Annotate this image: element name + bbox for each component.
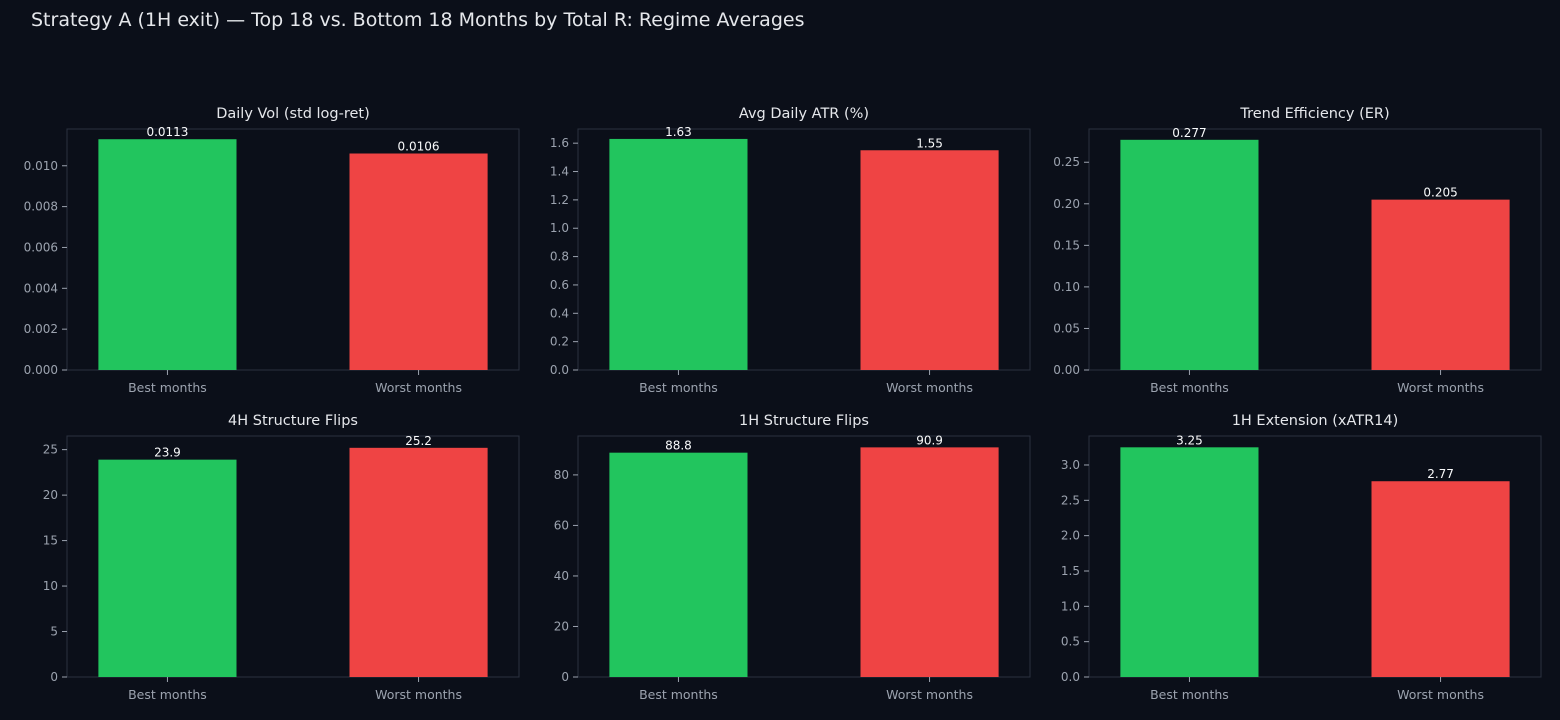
- x-tick-label: Best months: [639, 380, 718, 395]
- subplot-title: Avg Daily ATR (%): [739, 106, 869, 122]
- y-tick-label: 0.2: [550, 335, 569, 349]
- x-tick-label: Worst months: [1397, 687, 1484, 702]
- x-tick-label: Best months: [1150, 687, 1229, 702]
- y-tick-label: 2.0: [1061, 529, 1080, 543]
- bar-value-label: 23.9: [154, 446, 181, 460]
- y-tick-label: 15: [43, 534, 58, 548]
- y-tick-label: 0.0: [1061, 670, 1080, 684]
- x-tick-label: Worst months: [886, 380, 973, 395]
- bar-value-label: 90.9: [916, 433, 943, 447]
- best-months-bar: [98, 459, 237, 677]
- bar-value-label: 0.205: [1423, 186, 1457, 200]
- x-tick-label: Worst months: [1397, 380, 1484, 395]
- x-tick-label: Worst months: [375, 380, 462, 395]
- x-tick-label: Best months: [128, 687, 207, 702]
- y-tick-label: 0.0: [550, 363, 569, 377]
- y-tick-label: 1.4: [550, 165, 569, 179]
- axes-frame: [577, 435, 1031, 678]
- y-tick-label: 1.0: [550, 221, 569, 235]
- y-tick-label: 0.004: [24, 281, 58, 295]
- axes-frame: [66, 435, 520, 678]
- y-tick-label: 0.20: [1053, 197, 1080, 211]
- x-tick-label: Best months: [639, 687, 718, 702]
- x-tick-label: Worst months: [886, 687, 973, 702]
- y-tick-label: 0.6: [550, 278, 569, 292]
- worst-months-bar: [860, 447, 999, 677]
- x-tick-label: Worst months: [375, 687, 462, 702]
- y-tick-label: 10: [43, 579, 58, 593]
- subplot-title: 4H Structure Flips: [228, 413, 358, 429]
- y-tick-label: 20: [554, 619, 569, 633]
- bar-value-label: 0.0106: [398, 140, 440, 154]
- y-tick-label: 0.4: [550, 306, 569, 320]
- subplot-title: 1H Extension (xATR14): [1232, 413, 1399, 429]
- subplot-title: 1H Structure Flips: [739, 413, 869, 429]
- best-months-bar: [609, 138, 748, 370]
- y-tick-label: 40: [554, 569, 569, 583]
- bar-value-label: 2.77: [1427, 467, 1454, 481]
- axes-frame: [1088, 435, 1542, 678]
- y-tick-label: 60: [554, 518, 569, 532]
- subplot-title: Trend Efficiency (ER): [1239, 106, 1389, 122]
- y-tick-label: 0.008: [24, 200, 58, 214]
- worst-months-bar: [349, 153, 488, 370]
- y-tick-label: 0: [561, 670, 569, 684]
- y-tick-label: 0.00: [1053, 363, 1080, 377]
- y-tick-label: 0.10: [1053, 280, 1080, 294]
- y-tick-label: 1.5: [1061, 564, 1080, 578]
- worst-months-bar: [1371, 481, 1510, 677]
- best-months-bar: [609, 452, 748, 677]
- y-tick-label: 0.5: [1061, 635, 1080, 649]
- y-tick-label: 1.6: [550, 136, 569, 150]
- y-tick-label: 1.2: [550, 193, 569, 207]
- axes-frame: [66, 128, 520, 371]
- y-tick-label: 0.25: [1053, 155, 1080, 169]
- y-tick-label: 1.0: [1061, 599, 1080, 613]
- bar-value-label: 3.25: [1176, 433, 1203, 447]
- best-months-bar: [1120, 139, 1259, 370]
- worst-months-bar: [860, 150, 999, 370]
- subplot-title: Daily Vol (std log-ret): [216, 106, 370, 122]
- y-tick-label: 0.15: [1053, 238, 1080, 252]
- bar-value-label: 0.0113: [146, 125, 188, 139]
- best-months-bar: [1120, 447, 1259, 677]
- x-tick-label: Best months: [128, 380, 207, 395]
- x-tick-label: Best months: [1150, 380, 1229, 395]
- y-tick-label: 0.8: [550, 250, 569, 264]
- axes-frame: [577, 128, 1031, 371]
- y-tick-label: 20: [43, 488, 58, 502]
- worst-months-bar: [1371, 199, 1510, 370]
- best-months-bar: [98, 139, 237, 370]
- page-title: Strategy A (1H exit) — Top 18 vs. Bottom…: [31, 9, 805, 31]
- bar-value-label: 1.55: [916, 136, 943, 150]
- y-tick-label: 5: [50, 625, 58, 639]
- y-tick-label: 0.000: [24, 363, 58, 377]
- bar-value-label: 25.2: [405, 434, 432, 448]
- axes-frame: [1088, 128, 1542, 371]
- y-tick-label: 25: [43, 443, 58, 457]
- y-tick-label: 0: [50, 670, 58, 684]
- y-tick-label: 0.05: [1053, 321, 1080, 335]
- bar-value-label: 1.63: [665, 125, 692, 139]
- y-tick-label: 0.006: [24, 240, 58, 254]
- bar-value-label: 0.277: [1172, 126, 1206, 140]
- y-tick-label: 2.5: [1061, 493, 1080, 507]
- worst-months-bar: [349, 447, 488, 677]
- y-tick-label: 0.002: [24, 322, 58, 336]
- bar-value-label: 88.8: [665, 439, 692, 453]
- y-tick-label: 3.0: [1061, 458, 1080, 472]
- y-tick-label: 0.010: [24, 159, 58, 173]
- y-tick-label: 80: [554, 468, 569, 482]
